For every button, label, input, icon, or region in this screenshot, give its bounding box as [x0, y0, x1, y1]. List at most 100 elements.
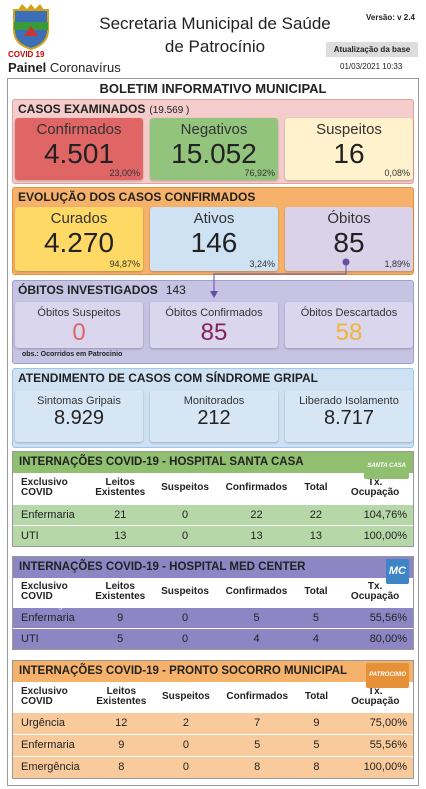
card-label: Confirmados	[36, 121, 122, 138]
logo-label: COVID 19	[8, 50, 45, 59]
card-value: 16	[333, 138, 365, 169]
column-header-line: Exclusivo	[21, 477, 68, 489]
table-cell: 4	[253, 632, 260, 645]
card-value: 0	[72, 319, 86, 346]
column-header-line: Suspeitos	[162, 690, 210, 702]
table-cell: 13	[250, 529, 263, 542]
column-header-line: Tx.	[367, 477, 383, 489]
table-cell: 5	[313, 739, 320, 751]
card-value: 8.717	[323, 407, 375, 429]
hospital-panel: INTERNAÇÕES COVID-19 - HOSPITAL MED CENT…	[12, 556, 414, 650]
card-percent: 3,24%	[249, 259, 275, 269]
table-cell: 5	[117, 632, 124, 645]
city-logo	[13, 4, 49, 50]
column-header: Total	[295, 578, 338, 607]
card-label: Óbitos Descartados	[300, 307, 398, 319]
version: Versão: v 2.4	[366, 13, 415, 22]
bulletin-frame	[7, 78, 419, 786]
column-header: Confirmados	[218, 473, 294, 504]
update-label: Atualização da base	[326, 42, 418, 57]
column-header-line: COVID	[21, 487, 53, 499]
card: Óbitos Suspeitos 0	[15, 302, 143, 348]
card: Óbitos Confirmados 85	[150, 302, 278, 348]
bulletin-title: BOLETIM INFORMATIVO MUNICIPAL	[99, 81, 327, 96]
card: Sintomas Gripais 8.929	[15, 390, 143, 442]
column-header-line: Suspeitos	[161, 586, 209, 598]
table-cell: 55,56%	[369, 611, 407, 624]
column-header: Tx. Ocupação	[338, 682, 413, 712]
hospital-header: INTERNAÇÕES COVID-19 - HOSPITAL SANTA CA…	[13, 452, 413, 479]
column-header-line: Ocupação	[351, 695, 400, 707]
table-row: Enfermaria 9 0 5 5 55,56%	[13, 607, 413, 628]
card: Óbitos 85 1,89%	[285, 207, 413, 271]
card-percent: 1,89%	[384, 259, 410, 269]
card-label: Óbitos	[327, 210, 371, 227]
column-header: Total	[295, 473, 338, 504]
watermark: Google Data Studio	[43, 601, 113, 610]
card-label: Sintomas Gripais	[37, 395, 121, 407]
table-row: UTI 13 0 13 13 100,00%	[13, 525, 413, 546]
column-header: Tx. Ocupação	[337, 473, 413, 504]
title-line: de Patrocínio	[164, 37, 266, 56]
column-header: Leitos Existentes	[89, 578, 152, 607]
column-header-line: Ocupação	[350, 591, 400, 603]
hospital-title: INTERNAÇÕES COVID-19 - HOSPITAL SANTA CA…	[19, 456, 304, 468]
column-header-line: Confirmados	[225, 586, 288, 598]
card-percent: 76,92%	[244, 168, 275, 178]
table-cell: 5	[253, 611, 260, 624]
panel-bold: Painel	[8, 60, 47, 75]
card: Curados 4.270 94,87%	[15, 207, 143, 271]
card: Suspeitos 16 0,08%	[285, 118, 413, 180]
table-row: Enfermaria 9 0 5 5 55,56%	[13, 734, 413, 756]
column-header-row: Exclusivo COVID Leitos Existentes Suspeitos C…	[13, 578, 413, 607]
column-header: Tx. Ocupação	[337, 578, 413, 607]
column-header-line: Exclusivo	[21, 685, 68, 697]
table-cell: UTI	[21, 529, 39, 542]
column-header-line: Exclusivo	[21, 581, 68, 593]
table-row: Emergência 8 0 8 8 100,00%	[13, 756, 413, 778]
card-label: Óbitos Confirmados	[165, 307, 263, 319]
column-header: Total	[295, 682, 337, 712]
hospital-title: INTERNAÇÕES COVID-19 - PRONTO SOCORRO MU…	[19, 665, 347, 677]
column-header-line: Existentes	[96, 695, 147, 707]
table-cell: Enfermaria	[21, 739, 75, 751]
column-header: Suspeitos	[153, 682, 220, 712]
card: Ativos 146 3,24%	[150, 207, 278, 271]
column-header: Suspeitos	[152, 578, 219, 607]
card: Confirmados 4.501 23,00%	[15, 118, 143, 180]
table-cell: 104,76%	[363, 508, 407, 521]
panel-rest: Coronavírus	[49, 60, 121, 75]
table-cell: 9	[118, 739, 125, 751]
column-header-line: Leitos	[106, 685, 137, 697]
hospital-logo: PATROCINIO	[366, 663, 409, 688]
table-cell: 5	[312, 611, 319, 624]
table-cell: 13	[309, 529, 323, 542]
table-cell: 21	[114, 508, 127, 521]
column-header: Exclusivo COVID	[13, 473, 89, 504]
table-cell: 8	[313, 761, 320, 774]
card-label: Negativos	[180, 121, 248, 138]
card-value: 212	[197, 407, 231, 429]
table-cell: 9	[313, 717, 320, 729]
column-header-line: Confirmados	[225, 482, 288, 494]
card-label: Óbitos Suspeitos	[37, 307, 121, 319]
card: Negativos 15.052 76,92%	[150, 118, 278, 180]
section-title-text: ÓBITOS INVESTIGADOS	[18, 283, 158, 297]
card: Monitorados 212	[150, 390, 278, 442]
section-title-text: ATENDIMENTO DE CASOS COM SÍNDROME GRIPAL	[18, 371, 319, 385]
table-cell: Enfermaria	[21, 611, 75, 624]
card-label: Suspeitos	[316, 121, 382, 138]
hospital-logo: SANTA CASA	[364, 454, 409, 479]
table-cell: 0	[181, 611, 189, 624]
table-cell: UTI	[21, 632, 39, 645]
table-cell: 9	[117, 611, 124, 624]
table-cell: Urgência	[21, 717, 66, 729]
column-header-line: COVID	[21, 695, 53, 707]
table-row: Enfermaria 21 0 22 22 104,76%	[13, 504, 413, 525]
hospital-panel: INTERNAÇÕES COVID-19 - PRONTO SOCORRO MU…	[12, 660, 414, 779]
section-title-text: EVOLUÇÃO DOS CASOS CONFIRMADOS	[18, 190, 256, 204]
column-header: Leitos Existentes	[90, 682, 153, 712]
table-row: Urgência 12 2 7 9 75,00%	[13, 712, 413, 734]
card: Liberado Isolamento 8.717	[285, 390, 413, 442]
